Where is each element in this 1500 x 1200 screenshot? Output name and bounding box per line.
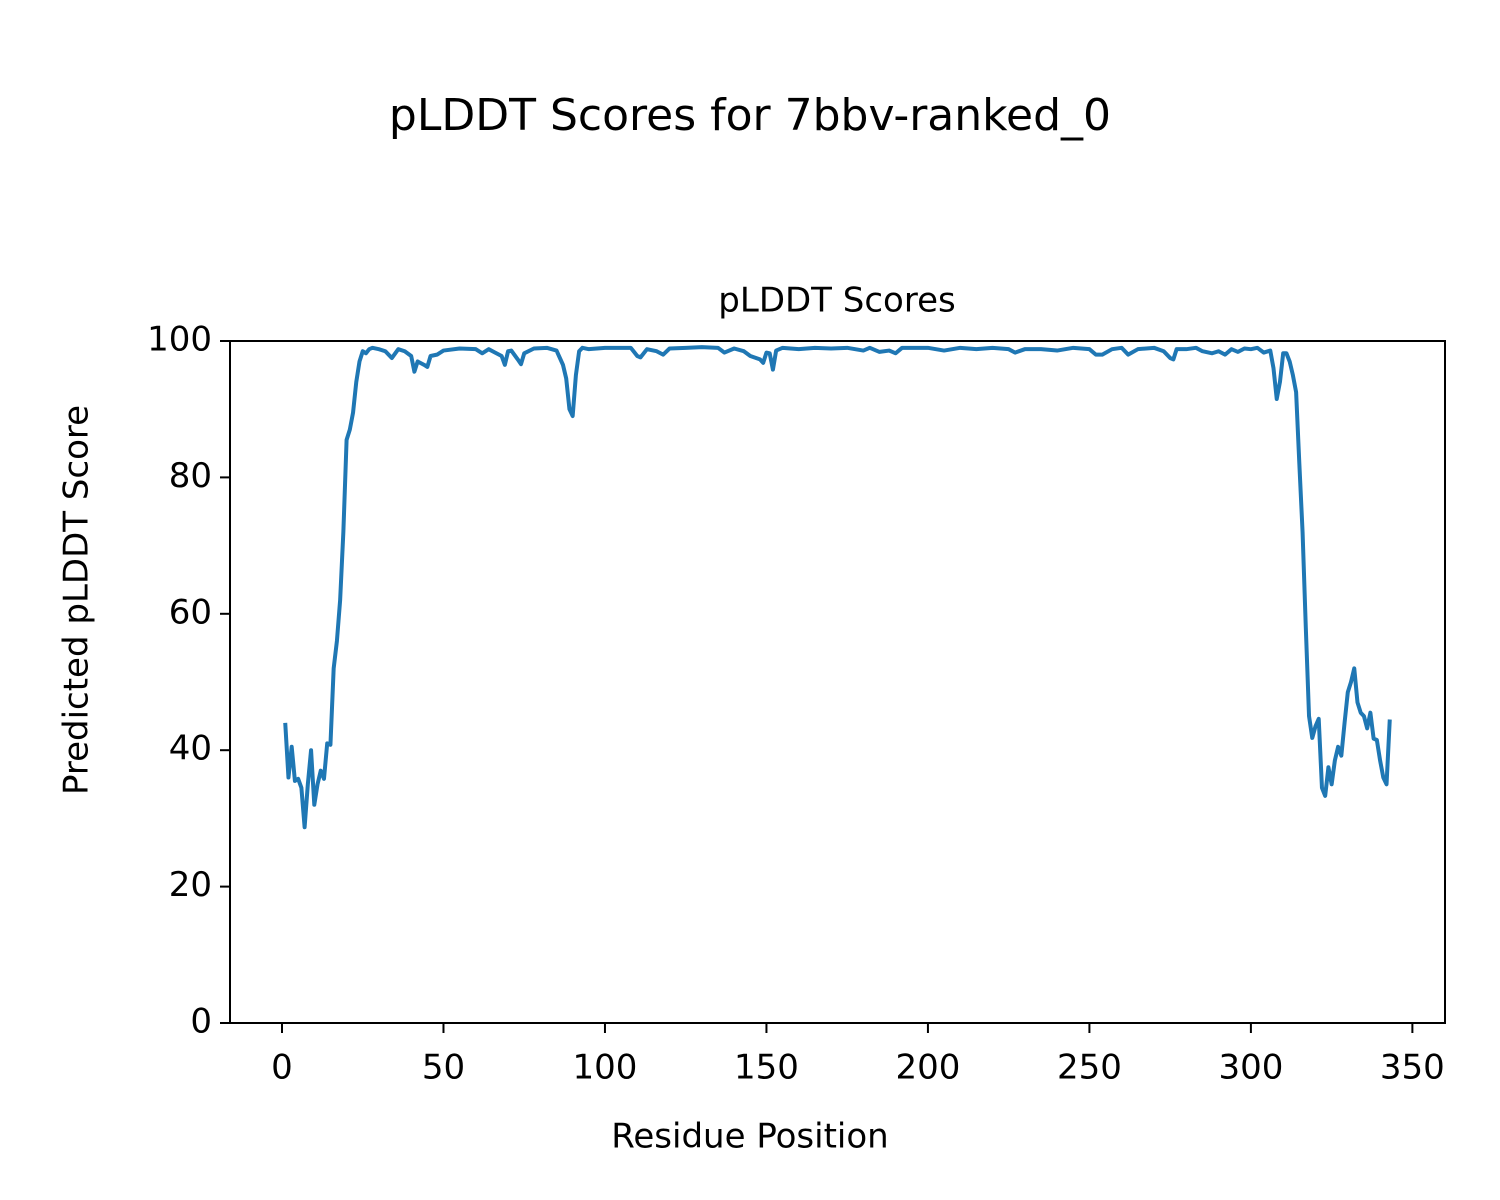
- y-tick-label: 60: [169, 592, 212, 632]
- x-tick-label: 350: [1380, 1048, 1445, 1088]
- y-tick-label: 40: [169, 729, 212, 769]
- axes-title: pLDDT Scores: [718, 281, 955, 321]
- x-tick-label: 300: [1218, 1048, 1283, 1088]
- x-axis-label: Residue Position: [611, 1117, 888, 1157]
- plot-frame: [229, 340, 1446, 1024]
- y-tick-label: 20: [169, 865, 212, 905]
- x-tick-label: 150: [734, 1048, 799, 1088]
- line-series: [283, 345, 1392, 830]
- x-tick-label: 50: [422, 1048, 465, 1088]
- figure-title: pLDDT Scores for 7bbv-ranked_0: [389, 90, 1111, 141]
- x-tick-label: 200: [895, 1048, 960, 1088]
- y-tick-label: 100: [147, 320, 212, 360]
- y-axis-label: Predicted pLDDT Score: [57, 405, 97, 795]
- y-tick-label: 0: [190, 1002, 212, 1042]
- y-tick-label: 80: [169, 456, 212, 496]
- x-tick-label: 0: [271, 1048, 293, 1088]
- x-tick-label: 250: [1057, 1048, 1122, 1088]
- x-tick-label: 100: [573, 1048, 638, 1088]
